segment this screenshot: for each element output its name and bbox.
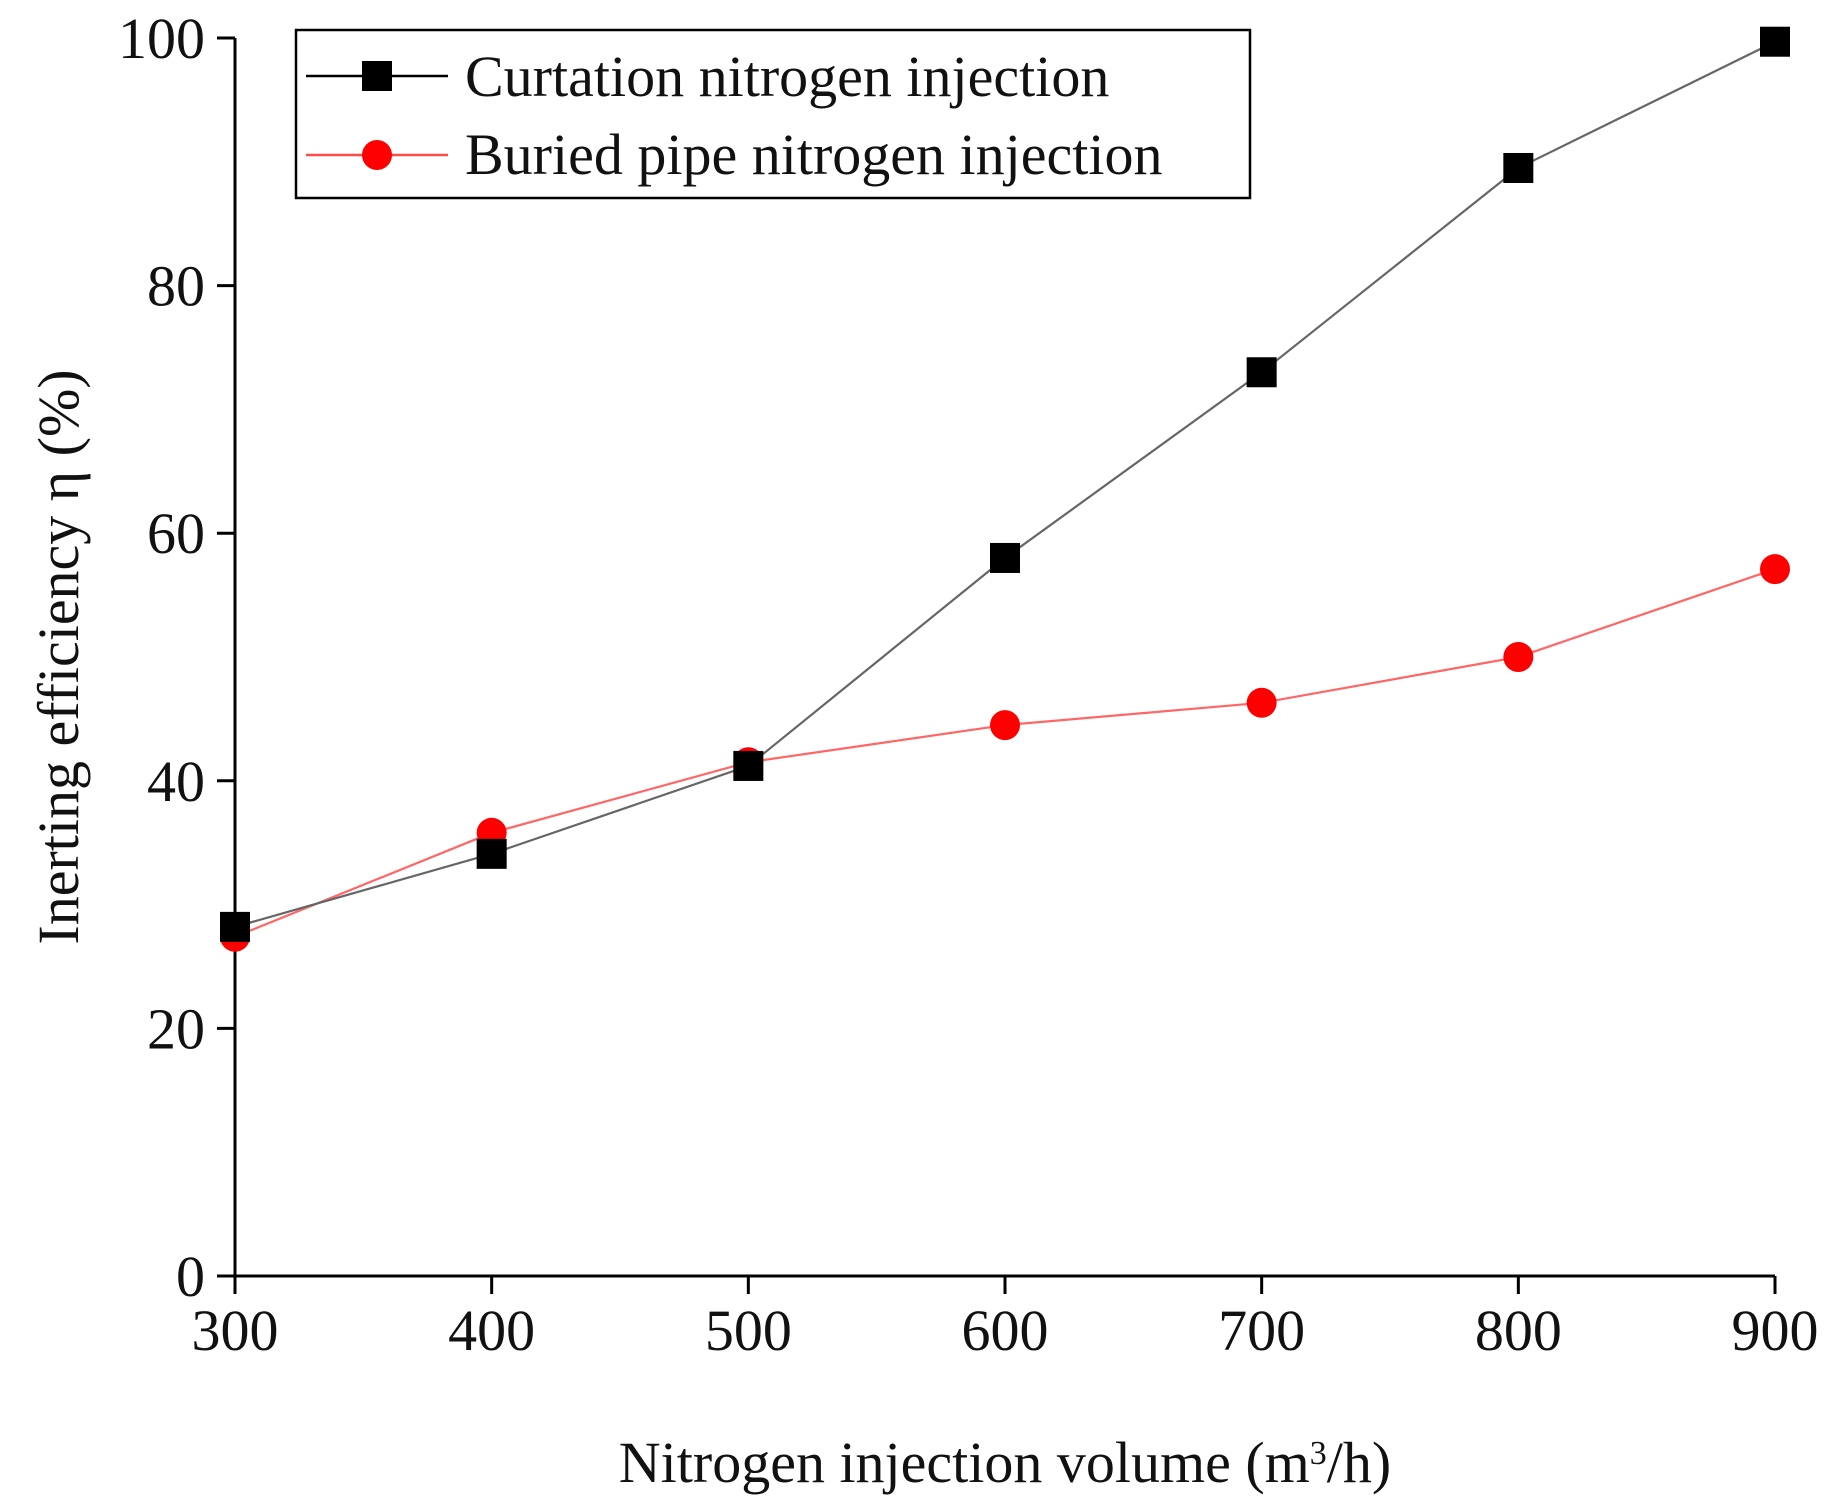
legend-label-curtation: Curtation nitrogen injection xyxy=(465,44,1109,109)
data-point-buried xyxy=(1246,687,1277,718)
data-point-curtation xyxy=(220,911,250,942)
x-tick-label: 900 xyxy=(1732,1298,1819,1363)
axes xyxy=(233,38,1775,1278)
data-point-curtation xyxy=(990,542,1020,573)
legend-marker-buried xyxy=(362,140,392,170)
data-point-curtation xyxy=(1503,152,1534,183)
data-point-curtation xyxy=(1246,357,1277,388)
legend-label-buried: Buried pipe nitrogen injection xyxy=(465,122,1162,187)
data-point-buried xyxy=(1760,554,1790,585)
legend-frame xyxy=(294,28,1252,200)
x-tick-label: 300 xyxy=(192,1298,279,1363)
data-point-curtation xyxy=(476,838,507,869)
series xyxy=(220,26,1790,952)
y-tick-label: 40 xyxy=(147,749,205,814)
legend-marker-curtation xyxy=(362,61,392,91)
y-tick-label: 100 xyxy=(118,6,205,71)
x-tick-label: 400 xyxy=(448,1298,535,1363)
x-tick-label: 800 xyxy=(1475,1298,1562,1363)
ticks: 300 400 500 600 700 800 900 0 20 40 60 80 100 xyxy=(118,6,1819,1363)
x-tick-label: 500 xyxy=(705,1298,792,1363)
legend: Curtation nitrogen injection Buried pipe… xyxy=(294,28,1252,200)
x-tick-label: 700 xyxy=(1218,1298,1305,1363)
y-tick-label: 60 xyxy=(147,501,205,566)
y-tick-label: 20 xyxy=(147,996,205,1061)
data-point-curtation xyxy=(733,750,764,781)
x-tick-label: 600 xyxy=(962,1298,1049,1363)
y-axis-title: Inerting efficiency η (%) xyxy=(26,369,91,944)
data-point-curtation xyxy=(1760,26,1790,57)
y-tick-label: 80 xyxy=(147,254,205,319)
series-line-buried xyxy=(234,568,1776,938)
data-point-buried xyxy=(990,710,1020,741)
x-axis-title: Nitrogen injection volume (m3/h) xyxy=(619,1430,1391,1495)
data-point-buried xyxy=(1503,642,1534,672)
y-tick-label: 0 xyxy=(176,1244,205,1309)
